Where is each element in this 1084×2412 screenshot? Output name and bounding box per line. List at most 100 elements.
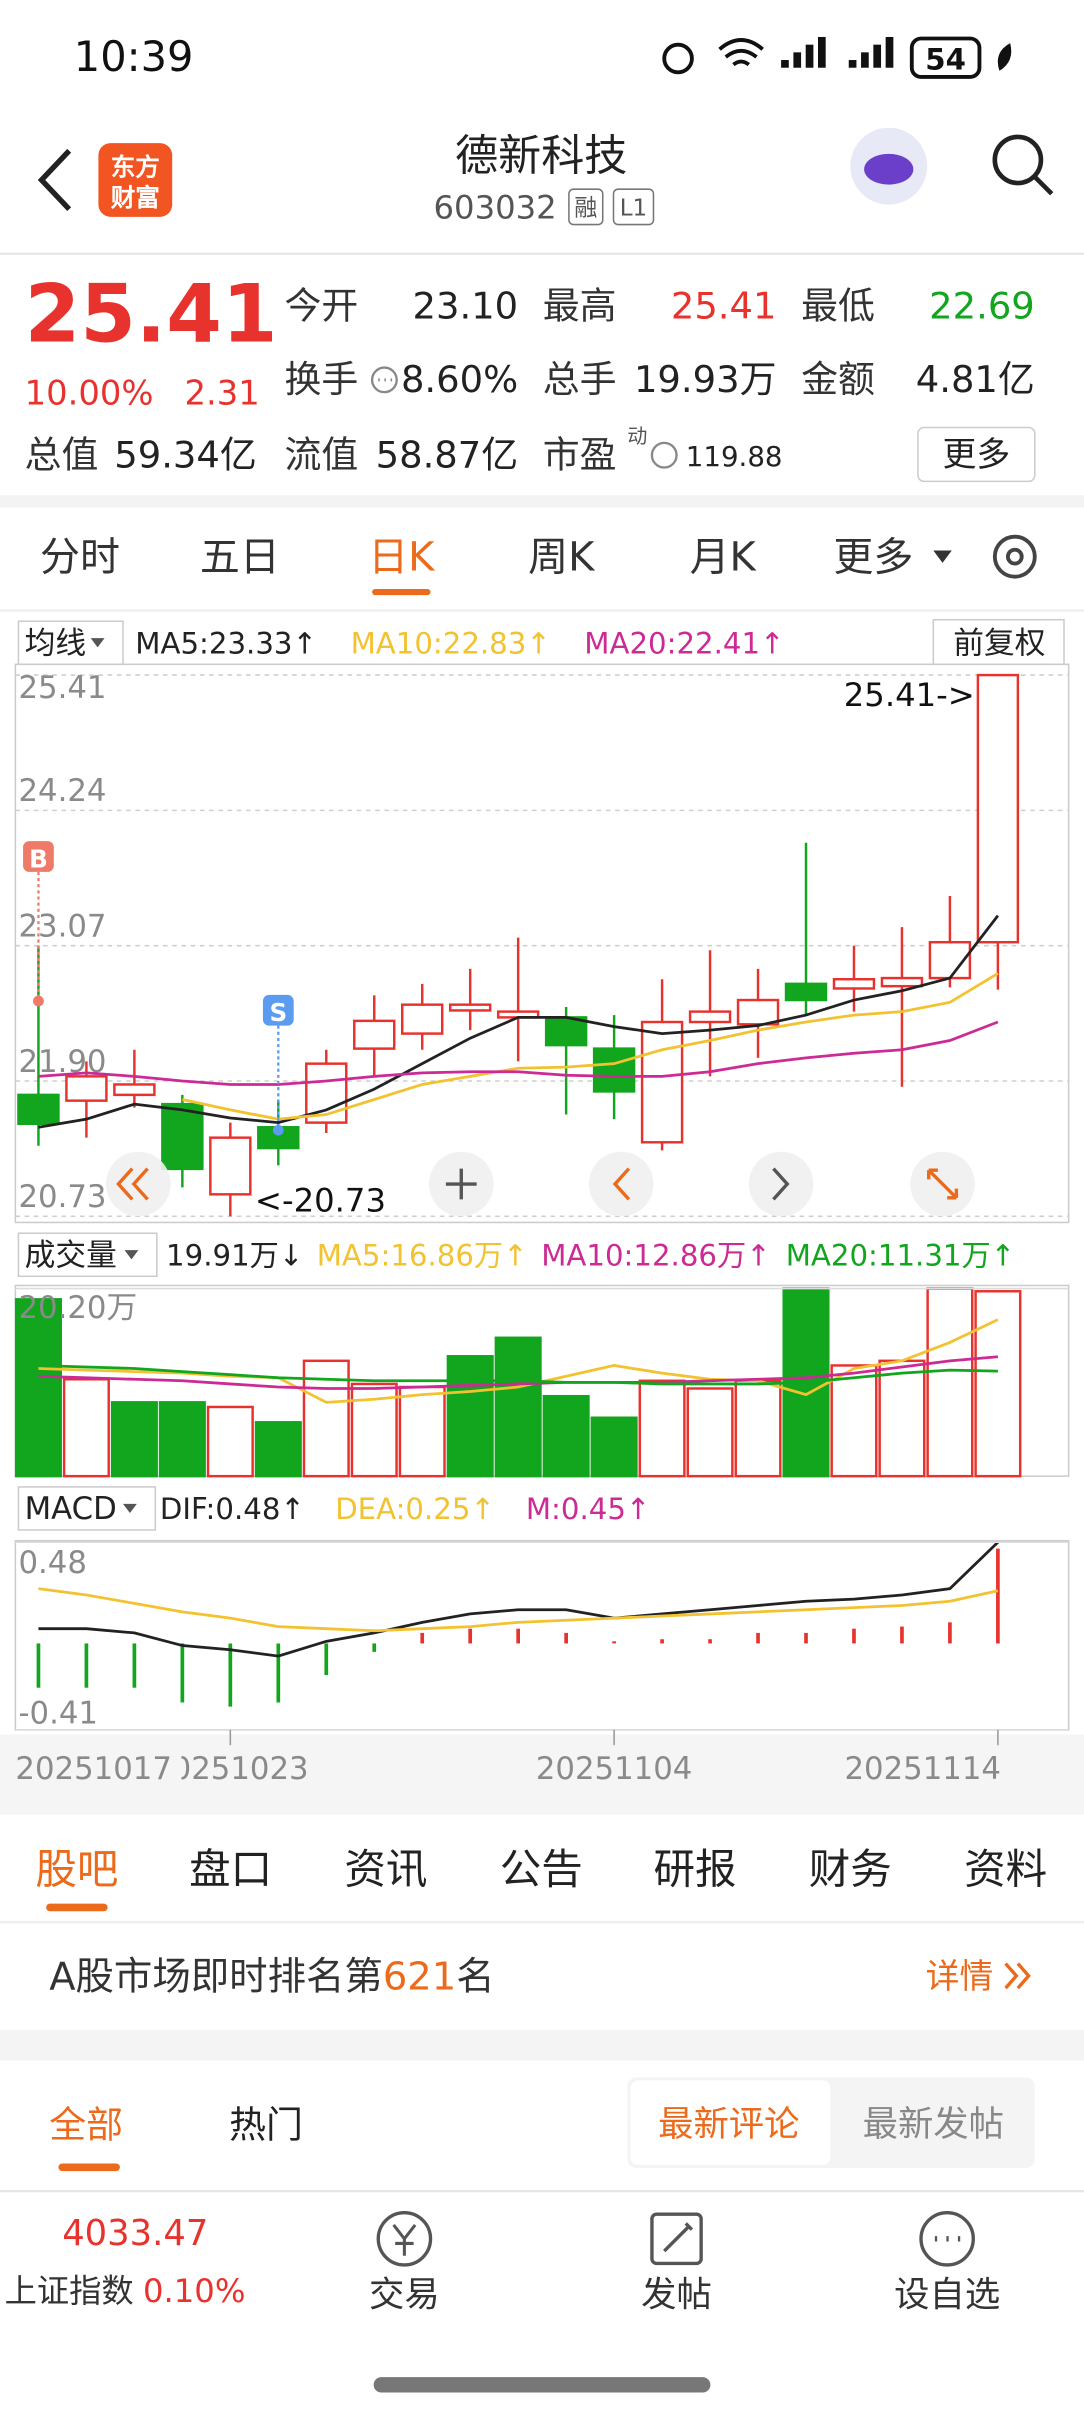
trade-marker-label: S [269, 998, 287, 1027]
chart-control-button[interactable] [106, 1151, 171, 1217]
post-icon-pen [663, 2222, 694, 2253]
chevrons [1004, 1962, 1031, 1990]
chart-control-button[interactable] [588, 1151, 654, 1217]
badge-box [612, 188, 655, 226]
section-gap [0, 2029, 1084, 2061]
chart-control-button[interactable] [748, 1151, 814, 1217]
indicator-selector[interactable] [17, 620, 124, 666]
more-button[interactable] [917, 426, 1036, 483]
dropdown-triangle [933, 550, 952, 563]
chart-tab[interactable]: 月K [690, 535, 758, 581]
chart-tab[interactable]: 周K [528, 535, 596, 581]
stock-name: 德新科技 [455, 132, 627, 182]
logo-text: 东方 [111, 152, 160, 181]
last-price: 25.41 [25, 267, 278, 360]
leaf-icon [997, 43, 1012, 71]
trade-marker [262, 994, 294, 1026]
stock-code: 603032 [434, 188, 557, 226]
chart-control-icon [772, 1167, 790, 1201]
detail-tab[interactable]: 研报 [653, 1845, 736, 1894]
index-name[interactable]: 上证指数 [5, 2272, 134, 2310]
alarm-icon [662, 42, 694, 75]
ma-line [38, 1020, 999, 1086]
chart-tab[interactable]: 日K [368, 535, 436, 581]
candle-body [65, 1075, 108, 1102]
index-change[interactable]: 0.10% [143, 2272, 246, 2310]
wifi-icon [718, 38, 764, 67]
logo-text: 财富 [111, 183, 160, 212]
volume-bar [398, 1385, 446, 1478]
feed-tab[interactable]: 全部 [49, 2103, 123, 2146]
signal-bar [848, 60, 857, 68]
legend-entry: MA10:12.86万↑ [541, 1239, 770, 1273]
y-tick-label: 20.73 [18, 1179, 106, 1215]
search-icon[interactable] [992, 134, 1044, 186]
chart-tab[interactable]: 分时 [40, 535, 120, 581]
volume-bar [110, 1401, 158, 1478]
chart-tab[interactable]: 五日 [200, 535, 280, 581]
volume-bar [734, 1379, 782, 1478]
badge: 融 [574, 195, 597, 221]
post-icon [650, 2212, 703, 2266]
field-label: 最高 [543, 284, 617, 327]
back-button[interactable] [37, 148, 72, 212]
candle-body [784, 982, 828, 1002]
indicator-selector-label[interactable]: 均线 [25, 626, 87, 662]
candle-body [161, 1102, 204, 1171]
indicator-selector-label[interactable]: 成交量 [25, 1238, 117, 1274]
dropdown-triangle [90, 638, 105, 648]
volume-bar [206, 1405, 254, 1478]
ma-line [182, 972, 999, 1121]
index-value[interactable]: 4033.47 [62, 2213, 208, 2254]
nav-item[interactable]: 设自选 [894, 2274, 1000, 2315]
badge-box [568, 188, 604, 226]
volume-bar [158, 1401, 206, 1478]
app-logo [98, 143, 173, 217]
detail-tab[interactable]: 资讯 [344, 1845, 427, 1894]
change: 2.31 [185, 373, 260, 412]
volume-current: 19.91万↓ [166, 1239, 303, 1273]
detail-tab[interactable]: 财务 [809, 1845, 892, 1894]
marker-dot [33, 995, 44, 1007]
candle-body [640, 1020, 684, 1144]
detail-tab[interactable]: 公告 [500, 1845, 583, 1894]
x-tick-label: 20251104 [536, 1751, 693, 1787]
nav-item[interactable]: 交易 [369, 2274, 440, 2315]
chart-tab[interactable]: 更多 [833, 535, 913, 581]
rank-text: A股市场即时排名第621名 [49, 1955, 494, 2000]
adjust-button[interactable] [932, 618, 1065, 666]
rank-detail-link[interactable]: 详情 [926, 1957, 994, 1996]
ma-line [38, 1587, 999, 1633]
field-label: 总手 [543, 358, 617, 401]
volume-bar [494, 1336, 542, 1478]
dropdown-triangle [124, 1250, 139, 1260]
rank-prefix: A股市场即时排名第 [49, 1955, 383, 2000]
home-indicator [373, 2377, 711, 2393]
ma-line [38, 1364, 998, 1386]
detail-tab[interactable]: 资料 [964, 1845, 1047, 1894]
sort-option[interactable]: 最新评论 [658, 2104, 799, 2145]
detail-tab[interactable]: 盘口 [189, 1845, 272, 1894]
field-label: 今开 [284, 284, 358, 327]
signal-bar [885, 36, 894, 68]
volume-bar [974, 1290, 1022, 1478]
badge: L1 [620, 195, 648, 221]
nav-item[interactable]: 发帖 [641, 2274, 712, 2315]
candle-body [880, 976, 924, 988]
assistant-face [864, 153, 914, 185]
feed-tab[interactable]: 热门 [229, 2103, 303, 2146]
field-value: 58.87亿 [376, 433, 519, 476]
settings-hub [1005, 547, 1024, 566]
sort-option[interactable]: 最新发帖 [863, 2104, 1004, 2145]
candle-body [17, 1093, 60, 1126]
more-button-label[interactable]: 更多 [943, 435, 1011, 474]
settings-icon[interactable] [992, 534, 1037, 579]
candle-body [592, 1047, 636, 1093]
detail-tab[interactable]: 股吧 [35, 1845, 118, 1894]
tab-underline [46, 1903, 108, 1912]
adjust-label[interactable]: 前复权 [953, 626, 1045, 662]
info-icon [370, 366, 398, 394]
indicator-selector-label[interactable]: MACD [25, 1491, 117, 1527]
